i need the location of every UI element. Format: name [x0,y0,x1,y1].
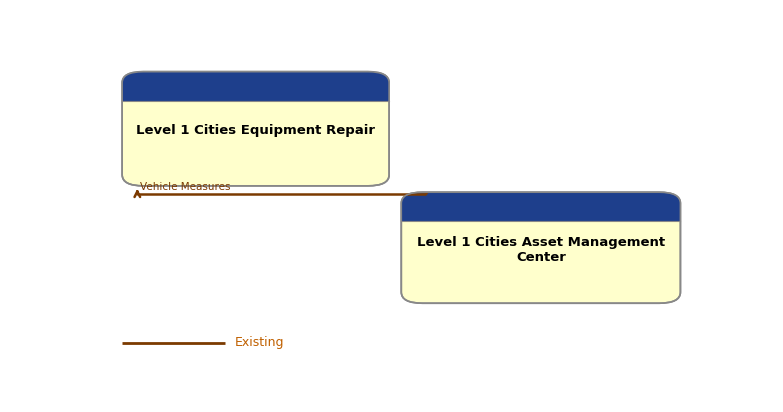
Bar [402,205,680,221]
Text: Vehicle Measures: Vehicle Measures [140,182,231,192]
Bar [122,85,389,101]
FancyBboxPatch shape [402,192,680,221]
FancyBboxPatch shape [122,72,389,186]
Text: Existing: Existing [234,336,284,349]
FancyBboxPatch shape [402,192,680,303]
FancyBboxPatch shape [122,72,389,101]
Text: Level 1 Cities Asset Management
Center: Level 1 Cities Asset Management Center [417,236,665,264]
Text: Level 1 Cities Equipment Repair: Level 1 Cities Equipment Repair [136,124,375,138]
